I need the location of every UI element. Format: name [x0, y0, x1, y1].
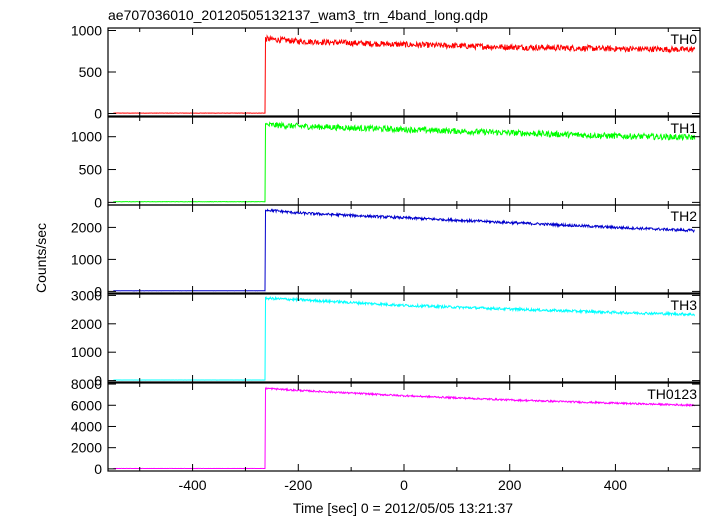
- y-tick-label: 6000: [71, 397, 102, 413]
- panel-label-th1: TH1: [671, 120, 698, 136]
- panel-th1: 0 500 1000 TH1: [71, 116, 701, 210]
- y-tick-label: 500: [79, 64, 103, 80]
- x-tick-label: 400: [604, 477, 628, 493]
- x-tick-label: 200: [498, 477, 522, 493]
- y-tick-label: 1000: [71, 129, 102, 145]
- panel-frame: [107, 27, 701, 117]
- series-line-th1: [113, 120, 696, 203]
- panel-th0123: 0 2000 4000 6000 8000 TH0123: [71, 376, 701, 477]
- y-tick-label: 0: [94, 106, 102, 122]
- panel-frame: [107, 293, 701, 383]
- x-tick-label: -200: [284, 477, 312, 493]
- panel-th2: 0 1000 2000 TH2: [71, 204, 701, 299]
- y-tick-label: 1000: [71, 344, 102, 360]
- y-tick-label: 0: [94, 373, 102, 389]
- series-line-th0: [113, 34, 696, 114]
- series-line-th2: [113, 208, 695, 292]
- y-tick-label: 1000: [71, 22, 102, 38]
- y-tick-label: 8000: [71, 376, 102, 392]
- y-tick-label: 2000: [71, 440, 102, 456]
- x-axis-title: Time [sec] 0 = 2012/05/05 13:21:37: [293, 500, 513, 516]
- panel-th3: 0 1000 2000 3000 TH3: [71, 287, 701, 389]
- y-tick-label: 0: [94, 283, 102, 299]
- series-line-th3: [113, 295, 696, 381]
- y-tick-label: 0: [94, 194, 102, 210]
- panels-group: 05001000TH005001000TH1010002000TH2010002…: [71, 22, 701, 493]
- panel-label-th2: TH2: [671, 208, 698, 224]
- panel-label-th3: TH3: [671, 297, 698, 313]
- y-tick-label: 2000: [71, 219, 102, 235]
- y-tick-label: 2000: [71, 316, 102, 332]
- y-tick-label: 0: [94, 461, 102, 477]
- panel-th0: 0 500 1000 TH0: [71, 22, 701, 122]
- series-line-th0123: [113, 386, 695, 470]
- y-tick-label: 500: [79, 162, 103, 178]
- x-tick-label: 0: [400, 477, 408, 493]
- panel-label-th0123: TH0123: [647, 386, 697, 402]
- y-tick-label: 1000: [71, 251, 102, 267]
- y-tick-label: 3000: [71, 287, 102, 303]
- chart-title: ae707036010_20120505132137_wam3_trn_4ban…: [108, 7, 488, 23]
- x-tick-label: -400: [179, 477, 207, 493]
- y-tick-label: 4000: [71, 418, 102, 434]
- panel-label-th0: TH0: [671, 31, 698, 47]
- y-axis-title: Counts/sec: [33, 223, 49, 293]
- panel-frame: [107, 204, 701, 294]
